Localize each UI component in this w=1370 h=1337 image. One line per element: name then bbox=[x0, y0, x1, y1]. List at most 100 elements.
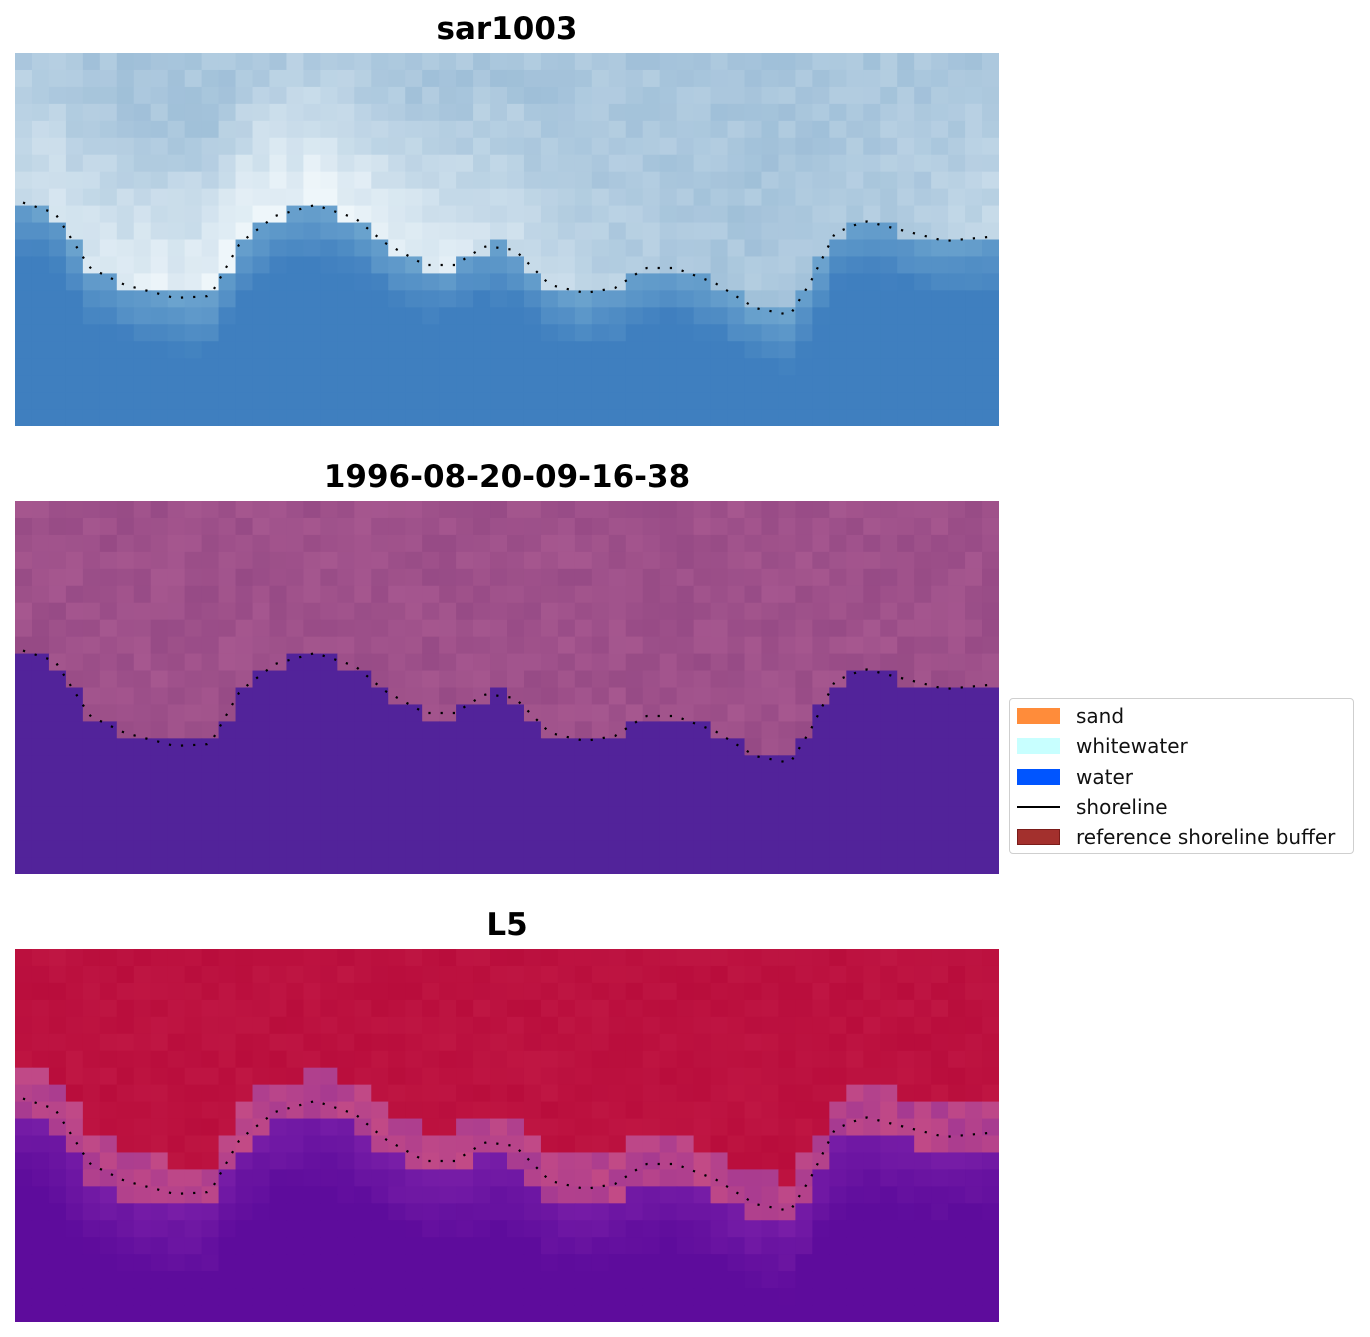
image-pixel bbox=[99, 857, 118, 874]
image-pixel bbox=[557, 307, 576, 325]
image-pixel bbox=[591, 154, 610, 173]
image-pixel bbox=[473, 392, 491, 410]
image-pixel bbox=[388, 69, 406, 88]
image-pixel bbox=[82, 69, 101, 88]
image-pixel bbox=[914, 324, 932, 342]
image-pixel bbox=[523, 1118, 542, 1137]
image-pixel bbox=[218, 239, 237, 258]
image-pixel bbox=[15, 205, 33, 224]
legend-swatch-whitewater bbox=[1017, 738, 1060, 754]
image-pixel bbox=[642, 772, 661, 790]
image-pixel bbox=[422, 120, 440, 139]
legend-label-sand: sand bbox=[1076, 704, 1125, 728]
image-pixel bbox=[846, 1254, 864, 1272]
image-pixel bbox=[982, 806, 999, 824]
image-pixel bbox=[982, 1203, 999, 1221]
image-pixel bbox=[456, 755, 474, 773]
image-pixel bbox=[625, 409, 644, 426]
image-pixel bbox=[744, 137, 763, 156]
image-pixel bbox=[965, 602, 983, 621]
image-pixel bbox=[337, 290, 355, 308]
image-pixel bbox=[710, 239, 729, 258]
image-pixel bbox=[65, 1203, 84, 1221]
image-pixel bbox=[642, 534, 661, 553]
image-pixel bbox=[320, 636, 338, 655]
image-pixel bbox=[490, 103, 508, 122]
image-pixel bbox=[82, 324, 101, 342]
image-pixel bbox=[235, 256, 254, 274]
image-pixel bbox=[490, 534, 508, 553]
image-pixel bbox=[778, 534, 797, 553]
image-pixel bbox=[693, 1135, 712, 1154]
image-pixel bbox=[880, 188, 898, 207]
image-pixel bbox=[965, 358, 983, 376]
image-pixel bbox=[490, 205, 508, 224]
image-pixel bbox=[252, 534, 271, 553]
image-pixel bbox=[490, 137, 508, 156]
image-pixel bbox=[99, 585, 118, 604]
image-pixel bbox=[286, 171, 305, 190]
image-pixel bbox=[456, 534, 474, 553]
image-pixel bbox=[625, 375, 644, 393]
image-pixel bbox=[948, 1016, 966, 1035]
image-pixel bbox=[744, 840, 763, 858]
image-pixel bbox=[778, 585, 797, 604]
image-pixel bbox=[252, 392, 271, 410]
image-pixel bbox=[422, 687, 440, 706]
image-pixel bbox=[337, 501, 355, 519]
image-pixel bbox=[15, 188, 33, 207]
image-pixel bbox=[439, 120, 457, 139]
image-pixel bbox=[150, 358, 169, 376]
image-pixel bbox=[490, 1203, 508, 1221]
image-pixel bbox=[490, 789, 508, 807]
legend-swatch-reference-buffer bbox=[1017, 829, 1060, 845]
image-pixel bbox=[710, 154, 729, 173]
image-pixel bbox=[880, 636, 898, 655]
image-pixel bbox=[863, 857, 881, 874]
image-pixel bbox=[523, 290, 542, 308]
image-pixel bbox=[982, 205, 999, 224]
image-pixel bbox=[99, 1288, 118, 1306]
image-pixel bbox=[99, 840, 118, 858]
image-pixel bbox=[676, 341, 695, 359]
image-pixel bbox=[65, 86, 84, 105]
image-pixel bbox=[710, 585, 729, 604]
image-pixel bbox=[439, 949, 457, 967]
image-pixel bbox=[99, 772, 118, 790]
image-pixel bbox=[252, 949, 271, 967]
image-pixel bbox=[286, 501, 305, 519]
image-pixel bbox=[371, 1288, 389, 1306]
image-pixel bbox=[812, 1169, 830, 1187]
image-pixel bbox=[965, 222, 983, 241]
image-pixel bbox=[914, 1033, 932, 1052]
image-pixel bbox=[710, 256, 729, 274]
image-pixel bbox=[507, 517, 525, 536]
image-pixel bbox=[744, 1305, 763, 1322]
image-pixel bbox=[659, 358, 678, 376]
image-pixel bbox=[303, 1220, 321, 1238]
image-pixel bbox=[422, 789, 440, 807]
image-pixel bbox=[422, 619, 440, 638]
image-pixel bbox=[48, 551, 67, 570]
image-pixel bbox=[931, 1288, 949, 1306]
image-pixel bbox=[15, 568, 33, 587]
image-pixel bbox=[676, 772, 695, 790]
image-pixel bbox=[252, 1016, 271, 1035]
image-pixel bbox=[846, 501, 864, 519]
image-pixel bbox=[337, 103, 355, 122]
image-pixel bbox=[829, 857, 847, 874]
image-pixel bbox=[659, 1203, 678, 1221]
image-pixel bbox=[167, 1016, 186, 1035]
image-pixel bbox=[965, 239, 983, 258]
image-pixel bbox=[557, 86, 576, 105]
image-pixel bbox=[303, 86, 321, 105]
image-pixel bbox=[82, 154, 101, 173]
image-pixel bbox=[405, 137, 423, 156]
image-pixel bbox=[591, 1203, 610, 1221]
image-pixel bbox=[405, 358, 423, 376]
image-pixel bbox=[812, 1237, 830, 1255]
image-pixel bbox=[337, 409, 355, 426]
image-pixel bbox=[778, 949, 797, 967]
image-pixel bbox=[591, 103, 610, 122]
image-pixel bbox=[507, 256, 525, 274]
